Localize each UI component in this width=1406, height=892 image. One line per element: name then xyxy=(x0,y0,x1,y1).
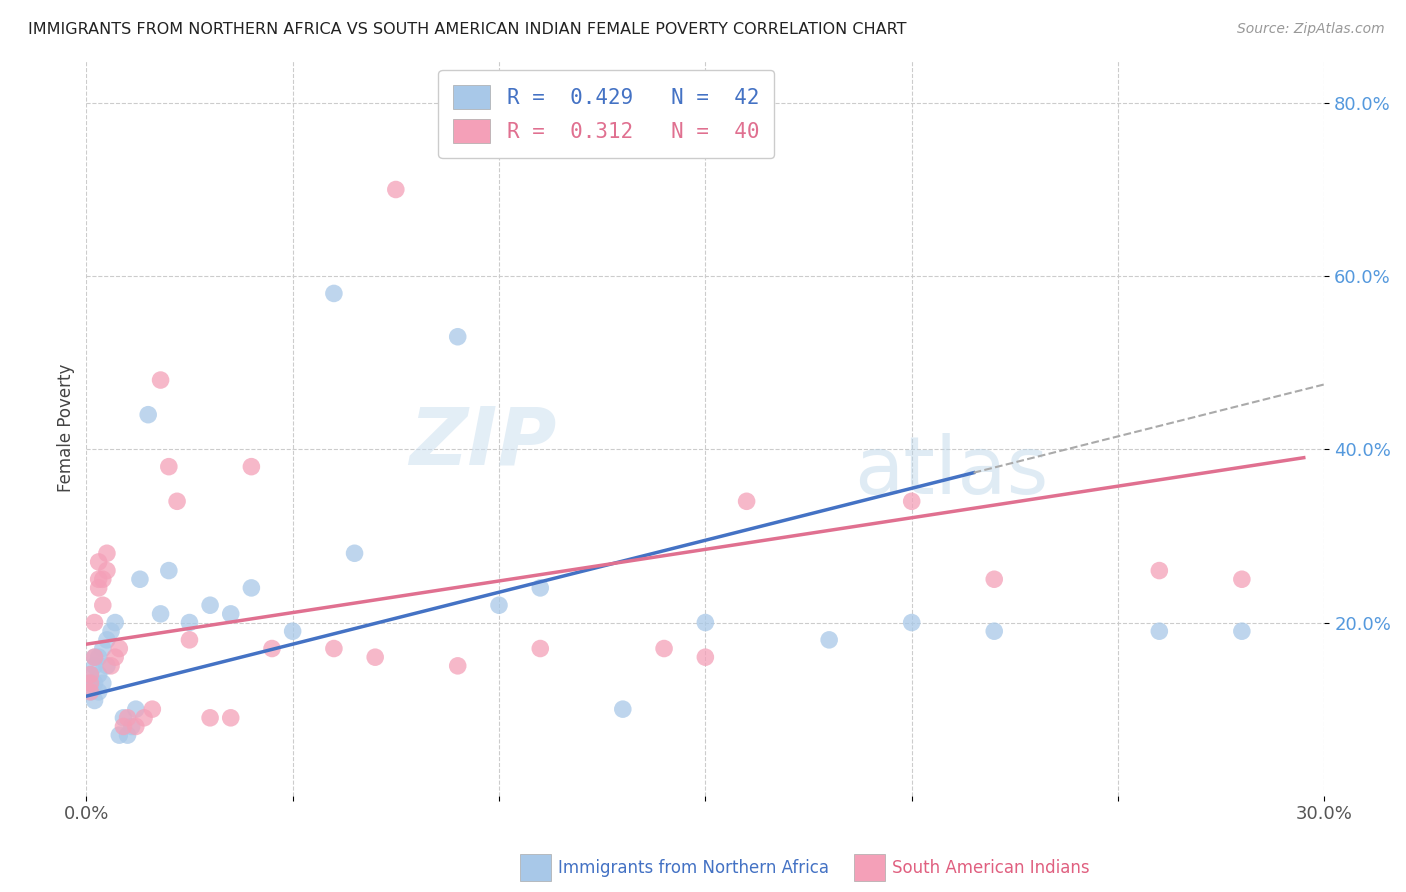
Point xyxy=(166,494,188,508)
Point xyxy=(447,658,470,673)
Point xyxy=(83,615,105,630)
Point xyxy=(83,658,105,673)
Text: ZIP: ZIP xyxy=(409,403,557,482)
Point xyxy=(900,615,922,630)
Point xyxy=(91,599,114,613)
Point xyxy=(219,711,242,725)
Point xyxy=(87,667,110,681)
Point xyxy=(136,408,159,422)
Point xyxy=(529,581,551,595)
Point xyxy=(91,641,114,656)
Point xyxy=(121,719,143,733)
Point xyxy=(818,632,841,647)
Point xyxy=(87,685,110,699)
Point xyxy=(108,728,131,742)
Point xyxy=(385,182,408,196)
Legend: R =  0.429   N =  42, R =  0.312   N =  40: R = 0.429 N = 42, R = 0.312 N = 40 xyxy=(439,70,775,158)
Point xyxy=(488,599,510,613)
Point xyxy=(96,658,118,673)
Point xyxy=(1230,572,1253,586)
Point xyxy=(343,546,366,560)
Point xyxy=(87,572,110,586)
Point xyxy=(91,676,114,690)
Point xyxy=(129,572,152,586)
Point xyxy=(983,572,1005,586)
Point xyxy=(179,632,201,647)
Point xyxy=(104,615,127,630)
Point xyxy=(96,632,118,647)
Point xyxy=(79,667,101,681)
Point xyxy=(240,581,263,595)
Text: South American Indians: South American Indians xyxy=(891,859,1090,877)
Point xyxy=(100,624,122,639)
Point xyxy=(112,711,135,725)
Point xyxy=(157,459,180,474)
Point xyxy=(179,615,201,630)
Point xyxy=(108,641,131,656)
Point xyxy=(260,641,283,656)
Point xyxy=(141,702,163,716)
Point xyxy=(735,494,758,508)
Point xyxy=(240,459,263,474)
Point xyxy=(612,702,634,716)
Point xyxy=(79,685,101,699)
Point xyxy=(983,624,1005,639)
Point xyxy=(1149,564,1171,578)
Point xyxy=(83,650,105,665)
Text: IMMIGRANTS FROM NORTHERN AFRICA VS SOUTH AMERICAN INDIAN FEMALE POVERTY CORRELAT: IMMIGRANTS FROM NORTHERN AFRICA VS SOUTH… xyxy=(28,22,907,37)
Point xyxy=(900,494,922,508)
Point xyxy=(96,546,118,560)
Point xyxy=(83,676,105,690)
Point xyxy=(79,667,101,681)
Point xyxy=(96,564,118,578)
Point xyxy=(79,685,101,699)
Point xyxy=(364,650,387,665)
Point xyxy=(91,572,114,586)
Point xyxy=(83,693,105,707)
Point xyxy=(87,555,110,569)
Point xyxy=(322,641,344,656)
Point xyxy=(125,702,148,716)
Point xyxy=(100,658,122,673)
Point xyxy=(87,650,110,665)
Point xyxy=(1230,624,1253,639)
Point xyxy=(695,650,717,665)
Point xyxy=(1149,624,1171,639)
Point xyxy=(198,711,221,725)
Point xyxy=(447,330,470,344)
Text: Immigrants from Northern Africa: Immigrants from Northern Africa xyxy=(558,859,828,877)
Point xyxy=(112,719,135,733)
Point xyxy=(652,641,675,656)
Point xyxy=(157,564,180,578)
Text: atlas: atlas xyxy=(853,433,1049,511)
Point xyxy=(132,711,155,725)
Point xyxy=(79,676,101,690)
Point xyxy=(529,641,551,656)
Point xyxy=(87,581,110,595)
Y-axis label: Female Poverty: Female Poverty xyxy=(58,364,75,491)
Point xyxy=(281,624,304,639)
Point xyxy=(322,286,344,301)
Point xyxy=(117,711,139,725)
Point xyxy=(104,650,127,665)
Point xyxy=(695,615,717,630)
Point xyxy=(125,719,148,733)
Point xyxy=(149,607,172,621)
Point xyxy=(79,676,101,690)
Point xyxy=(219,607,242,621)
Point xyxy=(83,650,105,665)
Text: Source: ZipAtlas.com: Source: ZipAtlas.com xyxy=(1237,22,1385,37)
Point xyxy=(117,728,139,742)
Point xyxy=(149,373,172,387)
Point xyxy=(198,599,221,613)
